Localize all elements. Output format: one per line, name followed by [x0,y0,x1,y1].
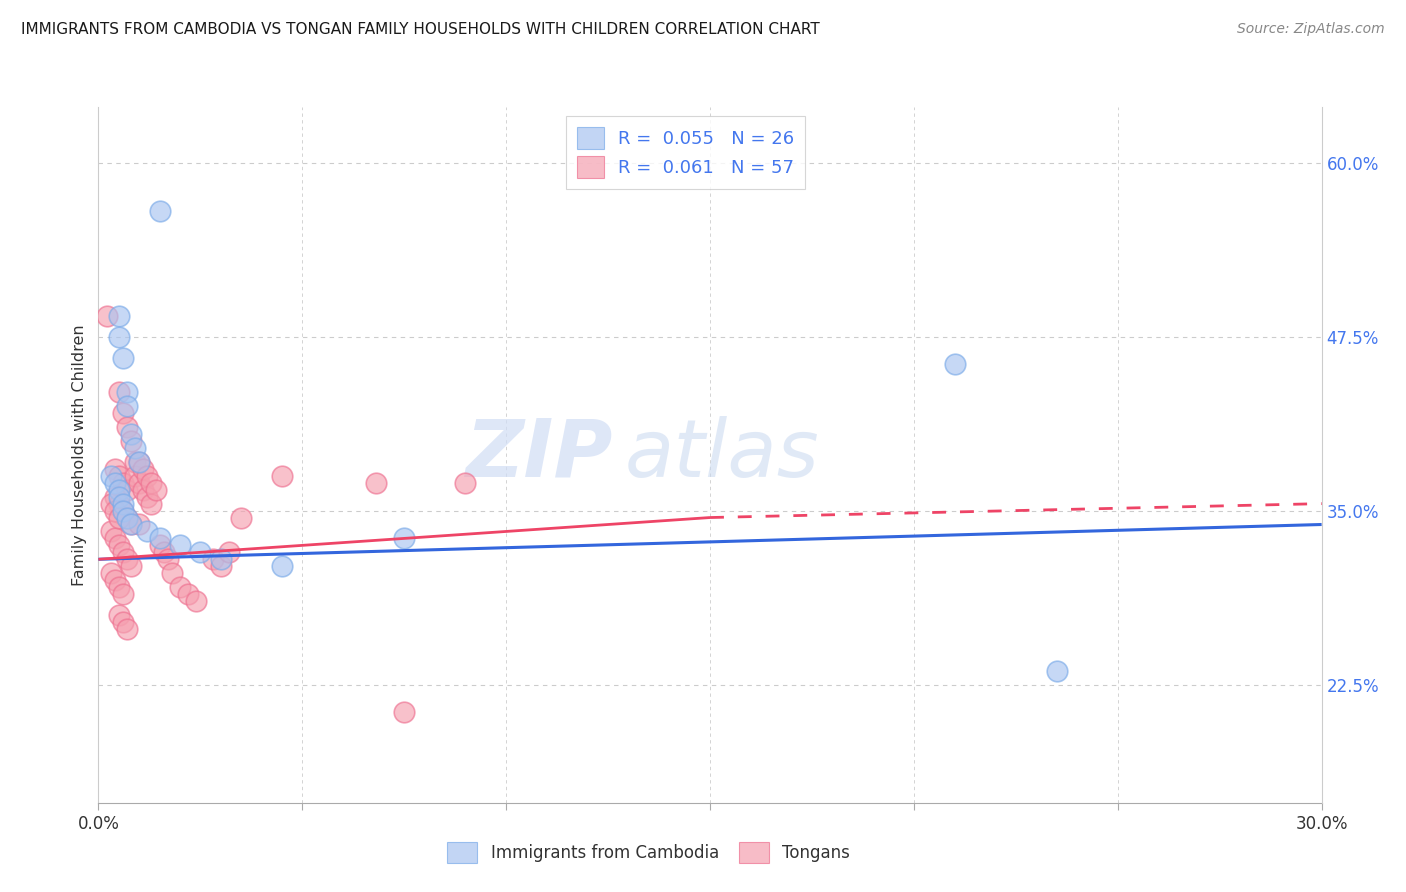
Point [96,309,118,323]
Legend: Immigrants from Cambodia, Tongans: Immigrants from Cambodia, Tongans [439,834,859,871]
Point [124,468,146,483]
Point [270,468,294,483]
Point [111,587,134,601]
Point [108,510,131,524]
Point [115,399,138,413]
Y-axis label: Family Households with Children: Family Households with Children [72,324,87,586]
Point [218,545,240,559]
Point [100,468,122,483]
Point [188,545,212,559]
Point [364,475,387,490]
Point [115,420,138,434]
Text: IMMIGRANTS FROM CAMBODIA VS TONGAN FAMILY HOUSEHOLDS WITH CHILDREN CORRELATION C: IMMIGRANTS FROM CAMBODIA VS TONGAN FAMIL… [21,22,820,37]
Point [104,532,127,546]
Point [136,468,159,483]
Point [104,503,127,517]
Point [392,532,416,546]
Point [209,559,232,574]
Point [124,441,146,455]
Point [156,552,179,566]
Point [141,475,163,490]
Point [132,483,155,497]
Point [108,385,131,400]
Text: ZIP: ZIP [465,416,612,494]
Point [270,559,294,574]
Point [108,309,131,323]
Text: Source: ZipAtlas.com: Source: ZipAtlas.com [1237,22,1385,37]
Point [124,455,146,469]
Point [120,517,142,532]
Point [120,559,142,574]
Point [1045,664,1069,678]
Point [201,552,224,566]
Point [231,510,253,524]
Point [111,351,134,365]
Point [132,462,155,476]
Point [100,524,122,539]
Point [392,706,416,720]
Text: atlas: atlas [624,416,820,494]
Point [454,475,477,490]
Point [111,497,134,511]
Point [128,475,150,490]
Point [115,510,138,524]
Point [104,490,127,504]
Point [115,552,138,566]
Point [136,490,159,504]
Point [128,455,150,469]
Point [169,538,191,552]
Point [943,358,966,372]
Point [111,406,134,420]
Point [115,510,138,524]
Point [160,566,183,581]
Point [169,580,191,594]
Point [136,524,159,539]
Point [111,503,134,517]
Point [149,532,172,546]
Point [115,622,138,636]
Point [104,475,127,490]
Point [149,538,172,552]
Point [145,483,167,497]
Point [108,497,131,511]
Point [108,329,131,343]
Point [115,483,138,497]
Point [115,385,138,400]
Point [152,545,174,559]
Point [111,503,134,517]
Point [128,455,150,469]
Point [108,468,131,483]
Point [100,497,122,511]
Point [177,587,200,601]
Point [149,204,172,219]
Point [120,434,142,448]
Point [120,517,142,532]
Point [111,475,134,490]
Point [186,594,208,608]
Point [120,427,142,442]
Point [111,615,134,629]
Point [108,580,131,594]
Point [209,552,232,566]
Point [108,483,131,497]
Point [104,462,127,476]
Point [141,497,163,511]
Point [108,490,131,504]
Point [108,538,131,552]
Point [128,517,150,532]
Point [100,566,122,581]
Point [104,573,127,587]
Point [108,607,131,622]
Point [111,545,134,559]
